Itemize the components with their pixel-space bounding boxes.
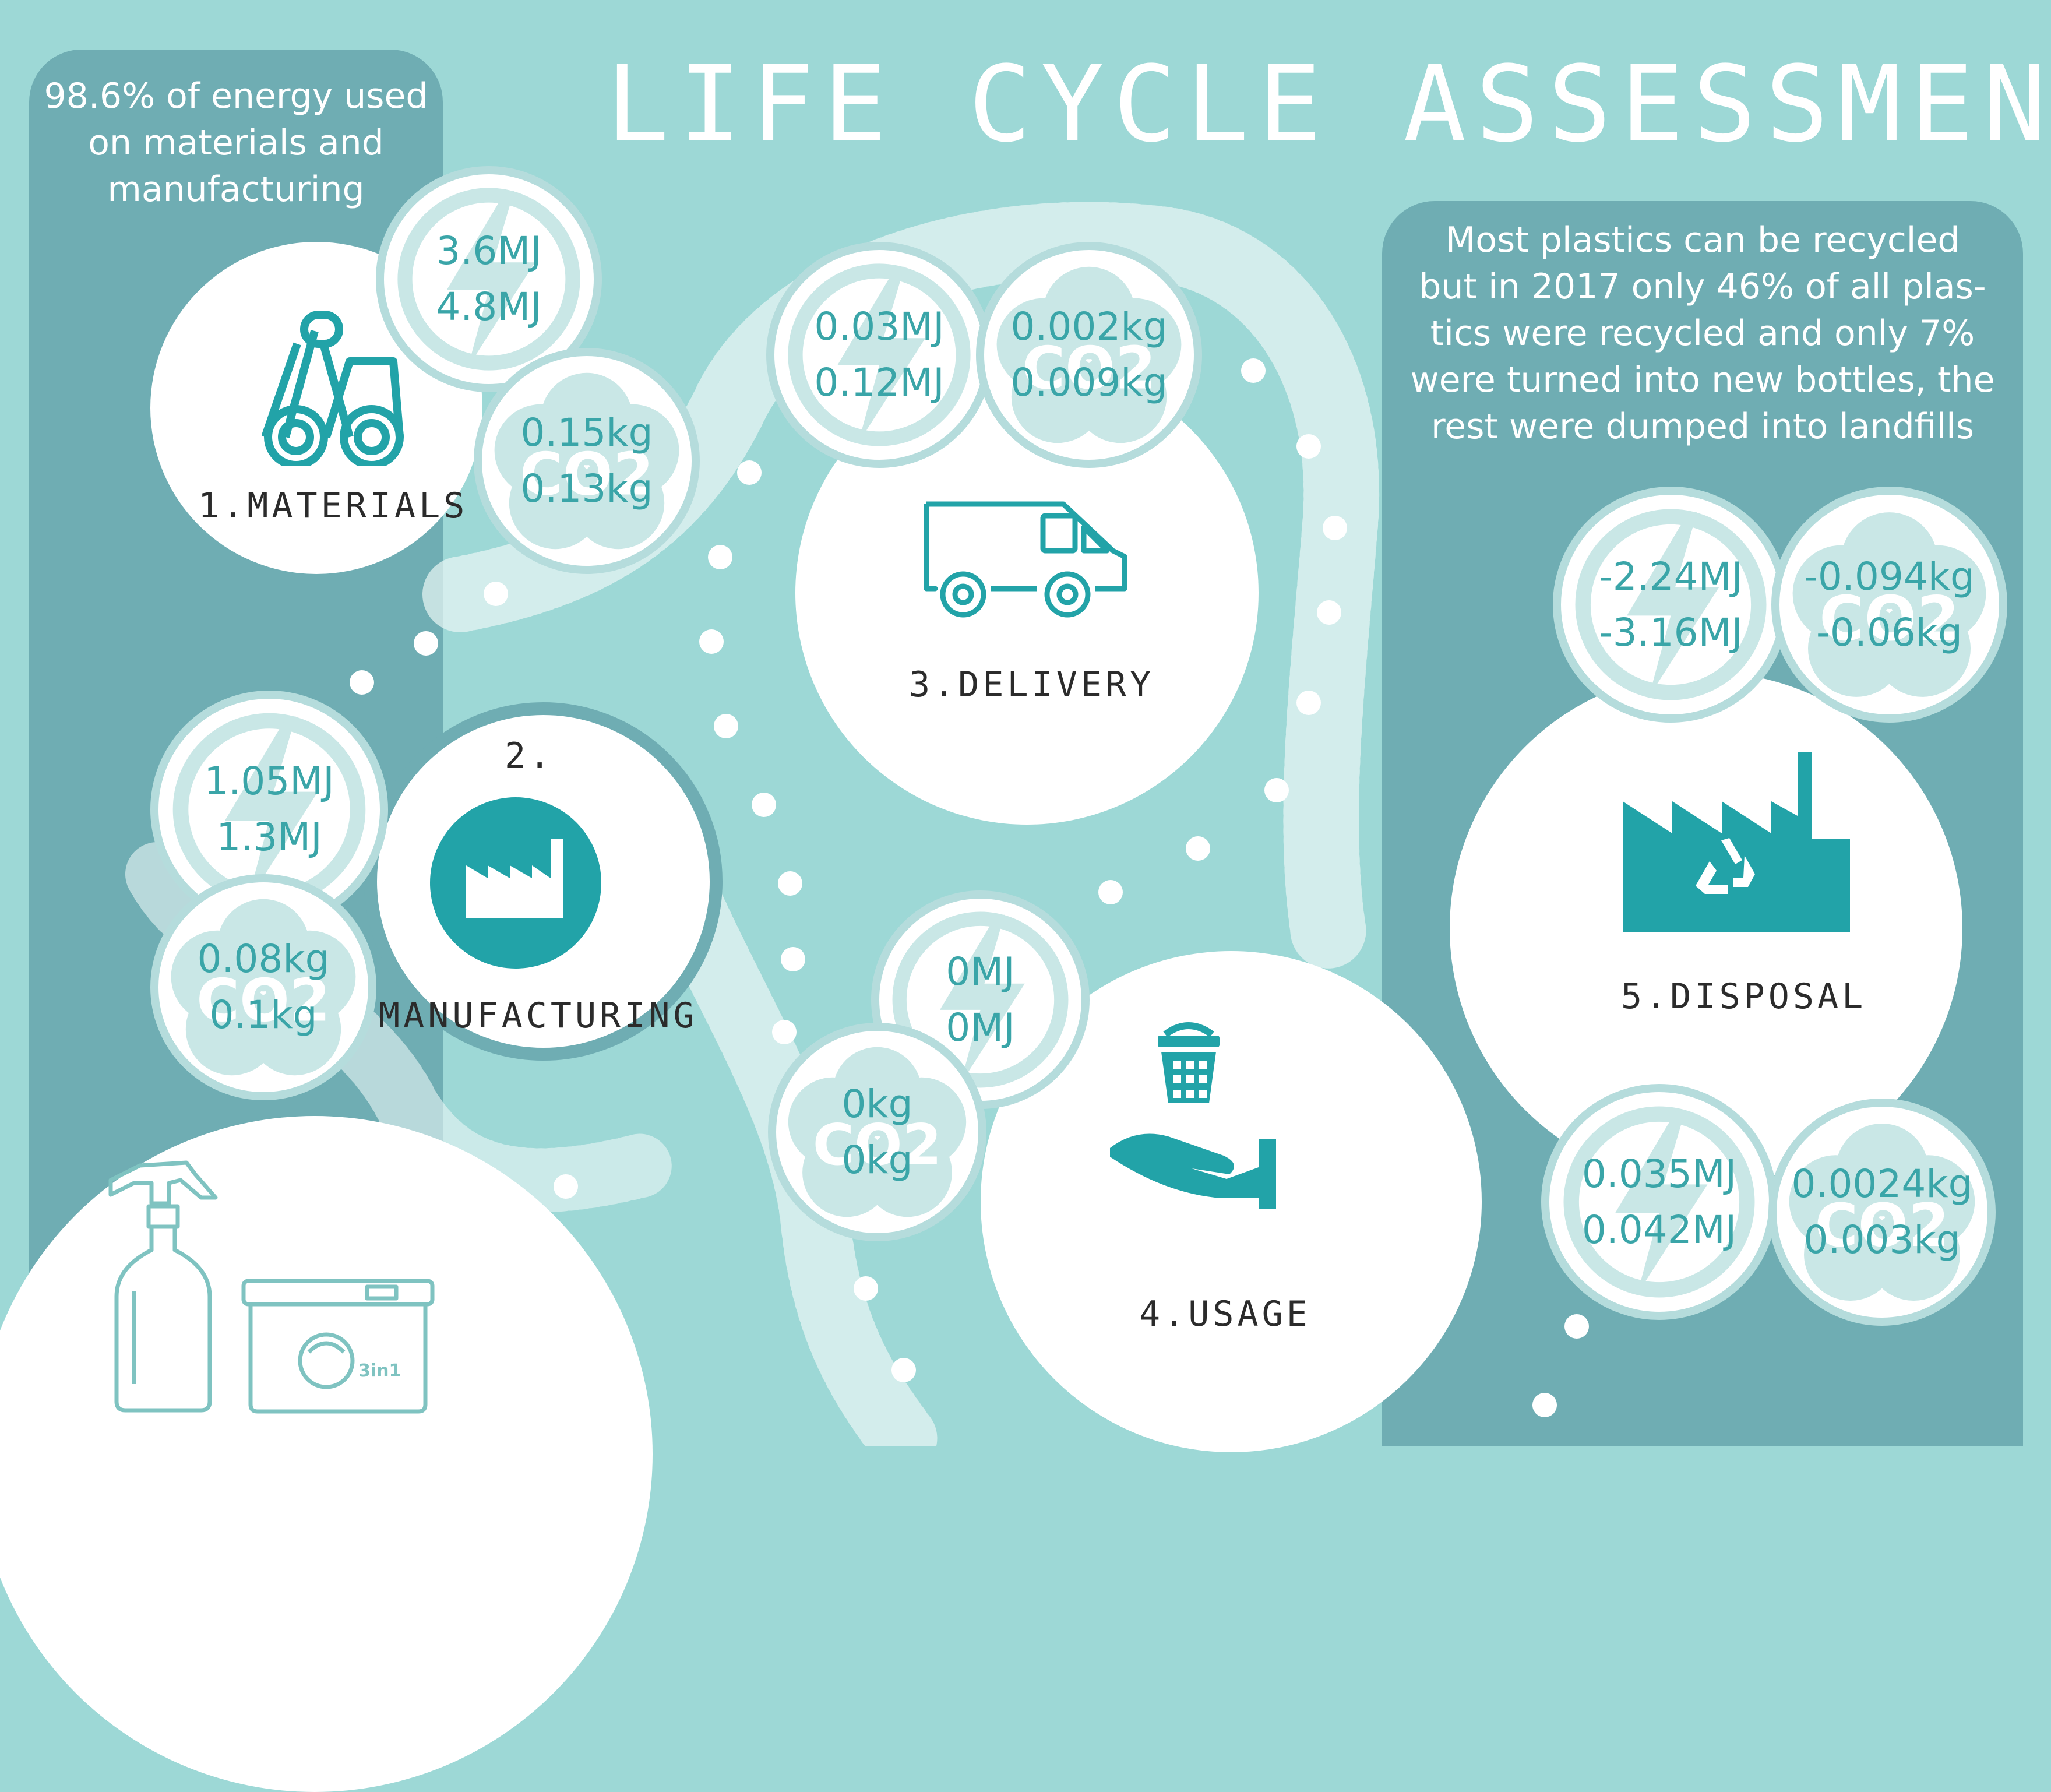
disposal-energy-value: -3.16MJ: [1598, 610, 1743, 655]
disposal-co2-value: -0.06kg: [1816, 610, 1962, 655]
delivery-co2-value: 0.009kg: [1010, 360, 1168, 405]
delivery-co2: 0.002kg 0.009kg: [976, 242, 1202, 468]
factory-icon: [430, 797, 601, 969]
path-dot: [1186, 836, 1210, 861]
delivery-co2-value: 0.002kg: [1010, 304, 1168, 349]
delivery-energy-value: 0.03MJ: [814, 304, 945, 349]
products-circle: [0, 1116, 653, 1792]
manufacturing-label: MANUFACTURING: [379, 995, 698, 1036]
usage-energy-value: 0MJ: [946, 949, 1015, 994]
manufacturing-energy-value: 1.3MJ: [216, 815, 322, 860]
materials-energy-value: 4.8MJ: [436, 284, 542, 329]
disposal-co2-2: 0.0024kg 0.003kg: [1768, 1099, 1996, 1326]
path-dot: [1241, 358, 1266, 383]
manufacturing-energy-value: 1.05MJ: [204, 759, 334, 804]
path-dot: [714, 714, 738, 738]
disposal-energy-value: -2.24MJ: [1598, 554, 1743, 599]
disposal-energy-2-value: 0.042MJ: [1581, 1207, 1737, 1252]
energy-note-line: on materials and: [88, 122, 384, 163]
recycling-note-line: but in 2017 only 46% of all plas-: [1419, 266, 1986, 307]
disposal-co2-2-value: 0.003kg: [1803, 1217, 1961, 1262]
path-dot: [1098, 880, 1123, 904]
disposal-label: 5.DISPOSAL: [1621, 976, 1867, 1017]
usage-label: 4.USAGE: [1139, 1294, 1311, 1335]
recycling-note: Most plastics can be recycled but in 201…: [1382, 217, 2023, 450]
path-dot: [708, 545, 732, 569]
delivery-van-icon: [924, 501, 1127, 618]
path-dot: [1317, 600, 1341, 625]
path-dot: [350, 670, 374, 695]
spray-bottle-icon: [108, 1160, 218, 1413]
materials-energy-value: 3.6MJ: [436, 228, 542, 273]
energy-note-line: 98.6% of energy used: [44, 76, 428, 117]
path-dot: [781, 947, 805, 971]
energy-note: 98.6% of energy used on materials and ma…: [29, 73, 443, 213]
path-dot: [414, 631, 438, 656]
page-title: LIFE CYCLE ASSESSMENT: [606, 44, 2051, 166]
path-dot: [1323, 516, 1347, 540]
path-dot: [1564, 1314, 1589, 1339]
manufacturing-co2-value: 0.1kg: [209, 992, 318, 1037]
recycling-factory-icon: [1623, 752, 1850, 932]
delivery-label: 3.DELIVERY: [909, 664, 1155, 705]
path-dot: [1296, 691, 1321, 715]
materials-co2-value: 0.15kg: [520, 410, 653, 455]
recycling-note-line: tics were recycled and only 7%: [1430, 313, 1975, 354]
pod-box-label: 3in1: [358, 1361, 401, 1381]
path-dot: [1296, 434, 1321, 459]
usage-energy-value: 0MJ: [946, 1005, 1015, 1050]
path-dot: [1264, 778, 1289, 802]
usage-co2-value: 0kg: [841, 1081, 913, 1126]
path-dot: [699, 629, 724, 654]
path-dot: [778, 871, 802, 896]
recycling-note-line: rest were dumped into landfills: [1430, 406, 1975, 447]
path-dot: [854, 1276, 878, 1301]
materials-label: 1.MATERIALS: [198, 485, 468, 526]
manufacturing-co2: 0.08kg 0.1kg: [150, 874, 376, 1100]
manufacturing-number: 2.: [505, 735, 554, 776]
disposal-energy: -2.24MJ -3.16MJ: [1553, 487, 1789, 723]
path-dot: [752, 793, 776, 817]
path-dot: [737, 460, 762, 485]
pod-box-icon: [241, 1279, 435, 1414]
path-dot: [891, 1358, 916, 1382]
manufacturing-co2-value: 0.08kg: [197, 937, 330, 981]
path-dot: [772, 1020, 797, 1044]
disposal-energy-2-value: 0.035MJ: [1581, 1151, 1737, 1196]
usage-co2: 0kg 0kg: [768, 1023, 986, 1241]
energy-note-line: manufacturing: [107, 169, 365, 210]
recycling-note-line: Most plastics can be recycled: [1445, 220, 1960, 260]
disposal-co2: -0.094kg -0.06kg: [1771, 487, 2007, 723]
basket-hand-icon: [1110, 1022, 1276, 1209]
delivery-energy: 0.03MJ 0.12MJ: [766, 242, 992, 468]
pipes-icon: [262, 311, 404, 466]
disposal-co2-value: -0.094kg: [1804, 554, 1975, 599]
materials-co2-value: 0.13kg: [520, 466, 653, 511]
materials-co2: 0.15kg 0.13kg: [474, 348, 700, 574]
recycling-note-line: were turned into new bottles, the: [1410, 360, 1995, 400]
disposal-energy-2: 0.035MJ 0.042MJ: [1541, 1084, 1777, 1320]
delivery-energy-value: 0.12MJ: [814, 360, 945, 405]
path-dot: [1532, 1393, 1557, 1417]
disposal-co2-2-value: 0.0024kg: [1791, 1161, 1973, 1206]
path-dot: [554, 1174, 578, 1199]
path-dot: [484, 582, 508, 606]
usage-co2-value: 0kg: [841, 1137, 913, 1182]
